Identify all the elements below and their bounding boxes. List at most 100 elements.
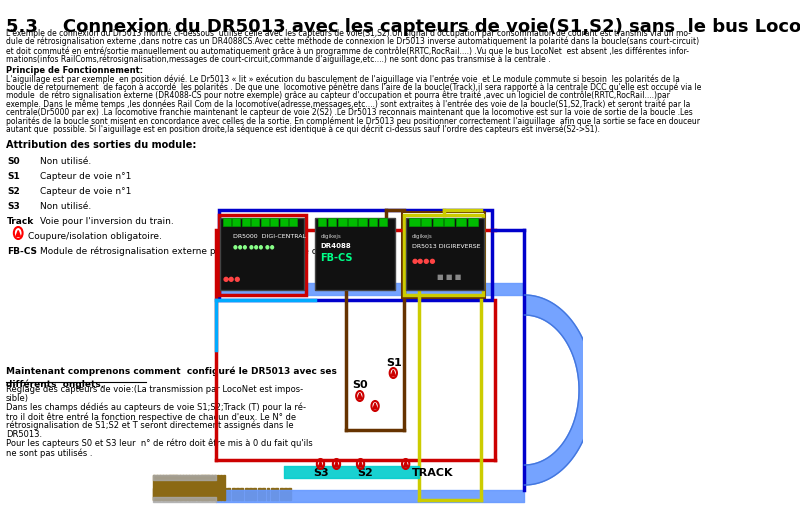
Bar bbox=[240, 488, 243, 500]
Text: DR5013 DIGIREVERSE: DR5013 DIGIREVERSE bbox=[411, 244, 480, 249]
FancyBboxPatch shape bbox=[270, 218, 278, 226]
FancyBboxPatch shape bbox=[410, 218, 419, 226]
Text: Maintenant comprenons comment  configuré le DR5013 avec ses
différents  onglets.: Maintenant comprenons comment configuré … bbox=[6, 367, 337, 389]
Bar bbox=[158, 475, 161, 500]
Bar bbox=[165, 475, 166, 500]
FancyBboxPatch shape bbox=[251, 218, 259, 226]
Bar bbox=[202, 475, 205, 500]
Bar bbox=[162, 488, 165, 500]
Text: S2: S2 bbox=[357, 468, 373, 478]
Bar bbox=[192, 488, 195, 500]
Text: S3: S3 bbox=[313, 468, 329, 478]
Bar bbox=[206, 475, 207, 500]
Text: Capteur de voie n°1: Capteur de voie n°1 bbox=[40, 187, 131, 196]
Text: dule de rétrosignalisation externe ,dans notre cas un DR4088CS.Avec cette méthod: dule de rétrosignalisation externe ,dans… bbox=[6, 37, 699, 46]
Text: Pour les capteurs S0 et S3 leur  n° de rétro doit être mis à 0 du fait qu'ils: Pour les capteurs S0 et S3 leur n° de ré… bbox=[6, 439, 313, 448]
Bar bbox=[275, 488, 278, 500]
Bar bbox=[194, 475, 196, 500]
FancyBboxPatch shape bbox=[338, 218, 346, 226]
Text: Capteur de voie n°1: Capteur de voie n°1 bbox=[40, 172, 131, 181]
FancyBboxPatch shape bbox=[242, 218, 250, 226]
Text: S3: S3 bbox=[7, 202, 20, 211]
FancyBboxPatch shape bbox=[378, 218, 387, 226]
FancyBboxPatch shape bbox=[314, 218, 394, 290]
Bar bbox=[182, 475, 184, 500]
Polygon shape bbox=[525, 295, 594, 485]
Text: Module de rétrosignalisation externe par consommation de cou: Module de rétrosignalisation externe par… bbox=[40, 247, 328, 257]
Bar bbox=[179, 488, 182, 500]
Text: DR5000  DIGI-CENTRAL: DR5000 DIGI-CENTRAL bbox=[233, 234, 306, 239]
Bar bbox=[289, 488, 291, 500]
Bar bbox=[206, 488, 208, 500]
Text: Dans les champs dédiés au capteurs de voie S1;S2;Track (T) pour la ré-: Dans les champs dédiés au capteurs de vo… bbox=[6, 403, 306, 413]
Polygon shape bbox=[318, 461, 322, 467]
Polygon shape bbox=[358, 393, 362, 399]
FancyBboxPatch shape bbox=[289, 218, 297, 226]
Text: S0: S0 bbox=[7, 157, 20, 166]
Bar bbox=[156, 475, 158, 500]
Bar bbox=[170, 488, 174, 500]
FancyBboxPatch shape bbox=[348, 218, 357, 226]
Text: Coupure/isolation obligatoire.: Coupure/isolation obligatoire. bbox=[28, 232, 162, 241]
Bar bbox=[218, 488, 222, 500]
Text: DR5013.: DR5013. bbox=[6, 430, 42, 439]
Bar bbox=[153, 475, 155, 500]
Bar bbox=[254, 488, 256, 500]
FancyBboxPatch shape bbox=[328, 218, 337, 226]
Bar bbox=[214, 488, 217, 500]
Bar bbox=[197, 488, 199, 500]
Bar bbox=[232, 488, 234, 500]
Text: S1: S1 bbox=[7, 172, 20, 181]
Text: centrale(Dr5000 par ex) .La locomotive franchie maintenant le capteur de voie 2(: centrale(Dr5000 par ex) .La locomotive f… bbox=[6, 108, 693, 117]
FancyBboxPatch shape bbox=[223, 218, 231, 226]
Polygon shape bbox=[403, 461, 408, 467]
Bar bbox=[188, 488, 191, 500]
Bar bbox=[210, 488, 213, 500]
Text: Principe de Fonctionnement:: Principe de Fonctionnement: bbox=[6, 66, 143, 75]
Text: digikejs: digikejs bbox=[321, 234, 342, 239]
Bar bbox=[175, 488, 178, 500]
Bar bbox=[167, 475, 170, 500]
Bar bbox=[245, 488, 248, 500]
Text: S1: S1 bbox=[386, 358, 402, 368]
Bar bbox=[183, 488, 186, 500]
Text: ■ ■ ■: ■ ■ ■ bbox=[437, 274, 462, 280]
FancyBboxPatch shape bbox=[444, 218, 454, 226]
Bar bbox=[162, 475, 164, 500]
Bar bbox=[174, 475, 175, 500]
Bar bbox=[220, 475, 222, 500]
FancyBboxPatch shape bbox=[406, 218, 484, 290]
Bar bbox=[249, 488, 252, 500]
FancyBboxPatch shape bbox=[433, 218, 443, 226]
Bar bbox=[266, 488, 270, 500]
Bar bbox=[271, 488, 274, 500]
Bar bbox=[179, 475, 182, 500]
Text: TRACK: TRACK bbox=[411, 468, 453, 478]
Text: ne sont pas utilisés .: ne sont pas utilisés . bbox=[6, 448, 92, 458]
Text: FB-CS: FB-CS bbox=[321, 253, 353, 263]
Bar bbox=[258, 488, 261, 500]
FancyBboxPatch shape bbox=[456, 218, 466, 226]
Bar bbox=[199, 475, 202, 500]
Text: Non utilisé.: Non utilisé. bbox=[40, 157, 91, 166]
Bar bbox=[217, 475, 219, 500]
Bar bbox=[262, 488, 265, 500]
Bar bbox=[223, 475, 225, 500]
Bar bbox=[280, 488, 282, 500]
Bar bbox=[188, 475, 190, 500]
Bar bbox=[170, 475, 173, 500]
FancyBboxPatch shape bbox=[358, 218, 367, 226]
FancyBboxPatch shape bbox=[467, 218, 478, 226]
Bar bbox=[166, 488, 169, 500]
Text: polarités de la boucle sont misent en concordance avec celles de la sortie. En c: polarités de la boucle sont misent en co… bbox=[6, 117, 700, 126]
FancyBboxPatch shape bbox=[318, 218, 326, 226]
Text: Attribution des sorties du module:: Attribution des sorties du module: bbox=[6, 140, 196, 150]
Text: sible): sible) bbox=[6, 394, 29, 403]
Text: ●●● ●●● ●●: ●●● ●●● ●● bbox=[233, 244, 274, 249]
Text: boucle de retournement  de façon à accordé  les polarités . De que une  locomoti: boucle de retournement de façon à accord… bbox=[6, 82, 702, 92]
Text: S0: S0 bbox=[352, 380, 367, 390]
Polygon shape bbox=[391, 370, 395, 376]
Bar bbox=[153, 488, 156, 500]
Text: ●●●: ●●● bbox=[223, 276, 242, 282]
Text: FB-CS: FB-CS bbox=[7, 247, 38, 256]
